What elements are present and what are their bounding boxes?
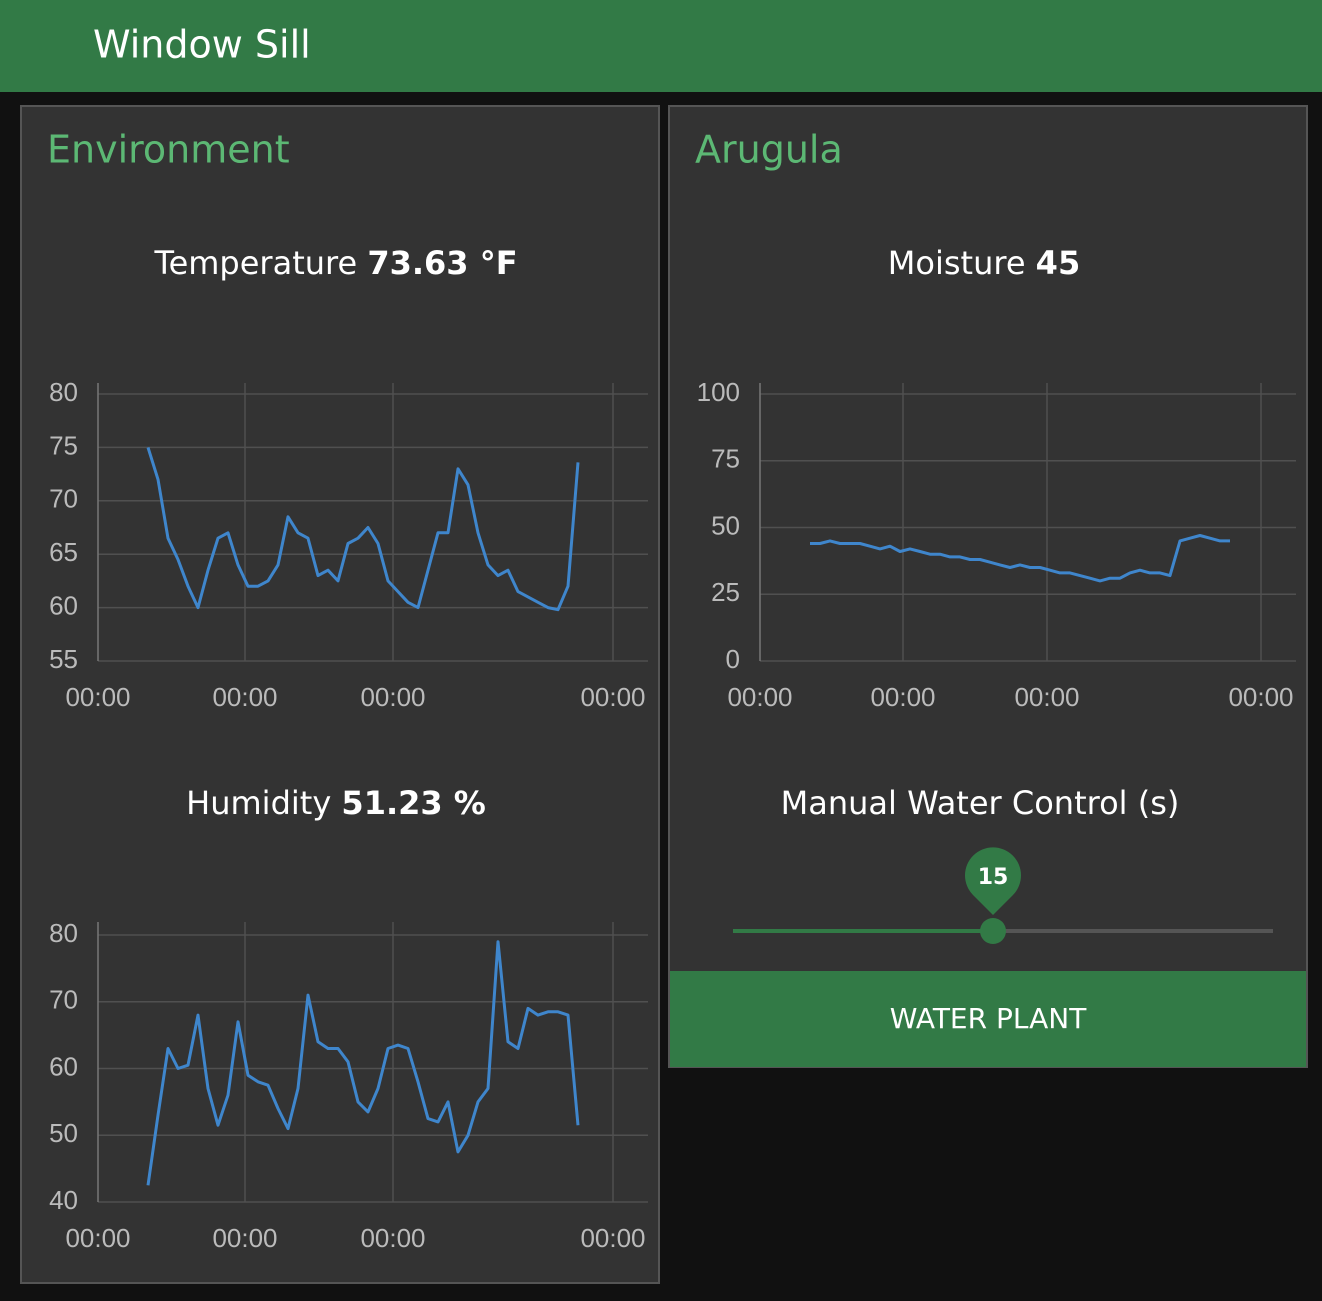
x-tick-label: 00:00	[65, 682, 130, 712]
header-title: Window Sill	[93, 23, 311, 67]
y-tick-label: 65	[49, 537, 78, 567]
data-line	[146, 940, 580, 1186]
y-tick-label: 60	[49, 1051, 78, 1081]
x-tick-label: 00:00	[580, 1223, 645, 1253]
y-tick-label: 70	[49, 985, 78, 1015]
chart-label: Moisture	[888, 244, 1026, 282]
y-tick-label: 55	[49, 644, 78, 674]
chart-reading: 45	[1036, 244, 1081, 282]
x-tick-label: 00:00	[1228, 682, 1293, 712]
chart-title: Moisture 45	[888, 244, 1080, 282]
y-tick-label: 70	[49, 484, 78, 514]
chart-title: Temperature 73.63 °F	[153, 244, 517, 282]
x-tick-label: 00:00	[360, 1223, 425, 1253]
y-tick-label: 40	[49, 1185, 78, 1215]
group-title: Environment	[47, 128, 290, 172]
x-tick-label: 00:00	[727, 682, 792, 712]
x-tick-label: 00:00	[212, 682, 277, 712]
chart-label: Humidity	[186, 784, 331, 822]
chart-label: Temperature	[153, 244, 357, 282]
slider-thumb[interactable]	[980, 918, 1006, 944]
x-tick-label: 00:00	[360, 682, 425, 712]
slider-label: Manual Water Control (s)	[781, 784, 1180, 822]
y-tick-label: 0	[726, 644, 740, 674]
water-button[interactable]	[670, 971, 1306, 1067]
y-tick-label: 75	[711, 444, 740, 474]
y-tick-label: 80	[49, 918, 78, 948]
y-tick-label: 80	[49, 377, 78, 407]
y-tick-label: 50	[49, 1118, 78, 1148]
slider-pin	[965, 847, 1021, 915]
y-tick-label: 60	[49, 590, 78, 620]
chart-title: Humidity 51.23 %	[186, 784, 486, 822]
x-tick-label: 00:00	[65, 1223, 130, 1253]
chart-reading: 73.63 °F	[367, 244, 517, 282]
group-title: Arugula	[695, 128, 843, 172]
chart-reading: 51.23 %	[341, 784, 485, 822]
y-tick-label: 50	[711, 510, 740, 540]
x-tick-label: 00:00	[1014, 682, 1079, 712]
y-tick-label: 100	[697, 377, 740, 407]
group-panel	[20, 105, 660, 1284]
y-tick-label: 25	[711, 577, 740, 607]
x-tick-label: 00:00	[580, 682, 645, 712]
x-tick-label: 00:00	[212, 1223, 277, 1253]
header-bar	[0, 0, 1322, 92]
y-tick-label: 75	[49, 430, 78, 460]
data-line	[810, 534, 1230, 583]
slider-value: 15	[978, 865, 1009, 890]
button-label[interactable]: WATER PLANT	[890, 1002, 1088, 1035]
data-line	[146, 446, 580, 612]
x-tick-label: 00:00	[870, 682, 935, 712]
